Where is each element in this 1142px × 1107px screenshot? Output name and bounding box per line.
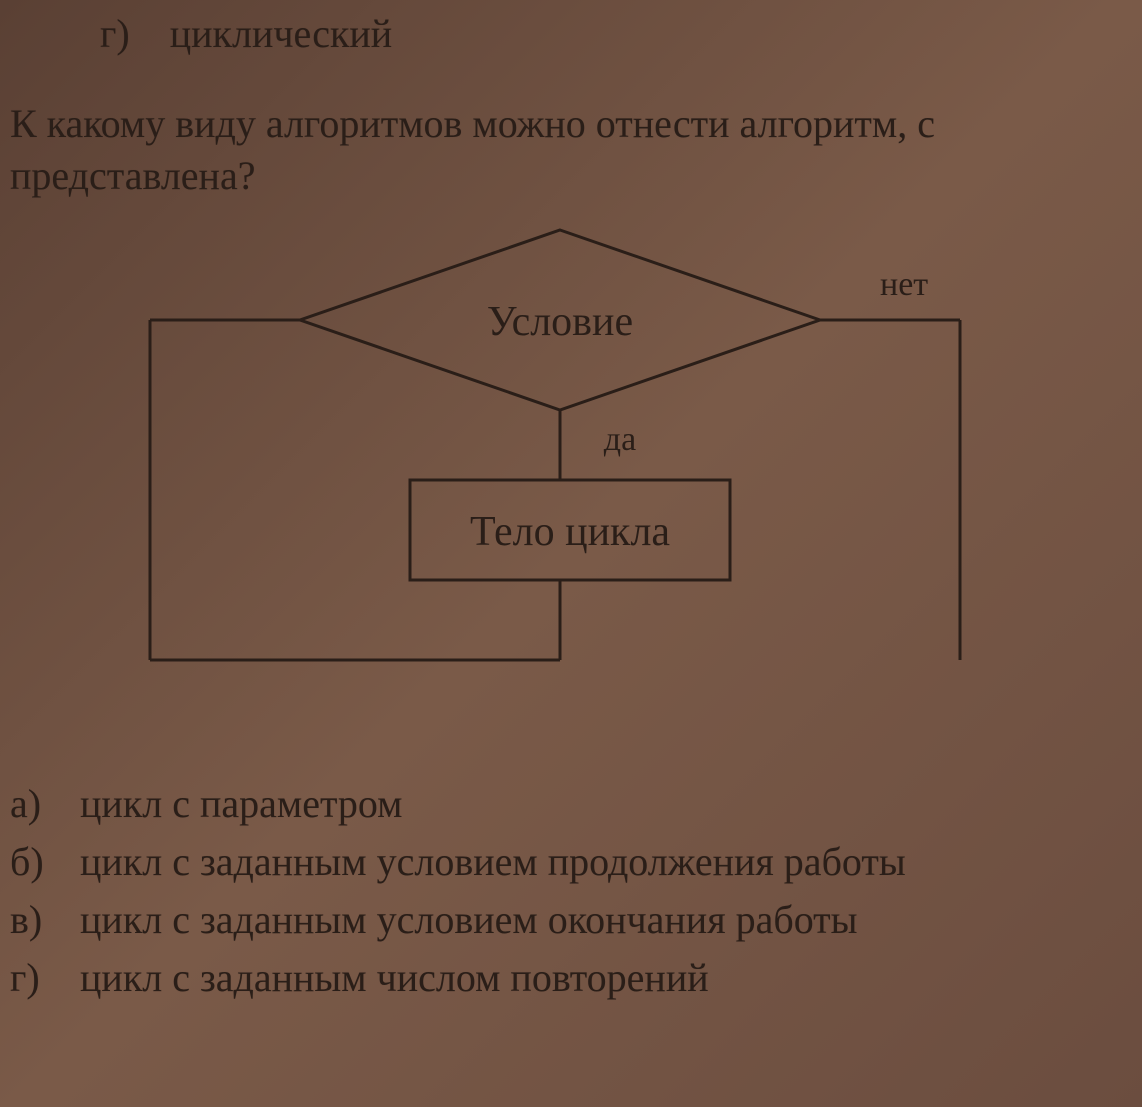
option-b-letter: б): [10, 838, 70, 885]
option-v-text: цикл с заданным условием окончания работ…: [80, 897, 858, 942]
option-a: а) цикл с параметром: [10, 780, 402, 827]
option-v: в) цикл с заданным условием окончания ра…: [10, 896, 858, 943]
condition-label: Условие: [487, 299, 633, 345]
option-b: б) цикл с заданным условием продолжения …: [10, 838, 906, 885]
loop-body-label: Тело цикла: [470, 509, 670, 555]
yes-label: да: [604, 421, 636, 458]
option-a-letter: а): [10, 780, 70, 827]
option-a-text: цикл с параметром: [80, 781, 402, 826]
option-g: г) цикл с заданным числом повторений: [10, 954, 709, 1001]
option-g-letter: г): [10, 954, 70, 1001]
option-g-text: цикл с заданным числом повторений: [80, 955, 709, 1000]
option-v-letter: в): [10, 896, 70, 943]
option-b-text: цикл с заданным условием продолжения раб…: [80, 839, 906, 884]
page: г) циклический К какому виду алгоритмов …: [0, 0, 1142, 1107]
flowchart: Условие нет да Тело цикла: [0, 0, 1142, 720]
no-label: нет: [880, 266, 928, 303]
